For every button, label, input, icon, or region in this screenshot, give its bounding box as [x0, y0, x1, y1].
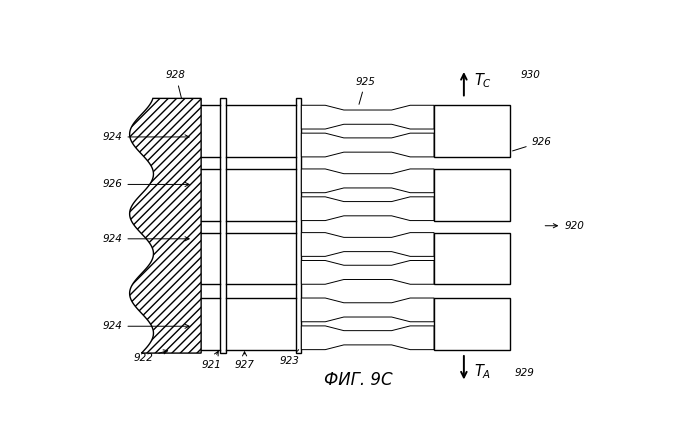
Text: 920: 920 [545, 221, 584, 231]
Text: 927: 927 [235, 352, 254, 370]
Text: 928: 928 [166, 71, 186, 98]
Bar [296, 98, 301, 353]
Polygon shape [301, 197, 434, 220]
Text: 922: 922 [134, 350, 168, 363]
Text: 921: 921 [201, 351, 221, 370]
Text: 929: 929 [514, 368, 534, 379]
Text: 924: 924 [103, 234, 189, 244]
Polygon shape [301, 169, 434, 193]
Text: ФИГ. 9C: ФИГ. 9C [324, 371, 393, 389]
Bar [434, 232, 510, 284]
Polygon shape [301, 326, 434, 350]
Text: $T_C$: $T_C$ [474, 71, 491, 90]
Polygon shape [129, 98, 201, 353]
Text: 924: 924 [103, 132, 189, 142]
Polygon shape [301, 261, 434, 284]
Bar [434, 105, 510, 157]
Polygon shape [301, 133, 434, 157]
Polygon shape [301, 298, 434, 322]
Polygon shape [301, 232, 434, 257]
Bar [220, 98, 226, 353]
Text: 926: 926 [103, 179, 189, 190]
Bar [434, 298, 510, 350]
Text: 925: 925 [356, 76, 375, 104]
Text: 923: 923 [280, 350, 300, 366]
Bar [434, 169, 510, 220]
Text: 930: 930 [521, 71, 540, 80]
Polygon shape [301, 105, 434, 129]
Text: 926: 926 [512, 137, 552, 151]
Text: 924: 924 [103, 321, 189, 331]
Text: $T_A$: $T_A$ [474, 362, 491, 380]
